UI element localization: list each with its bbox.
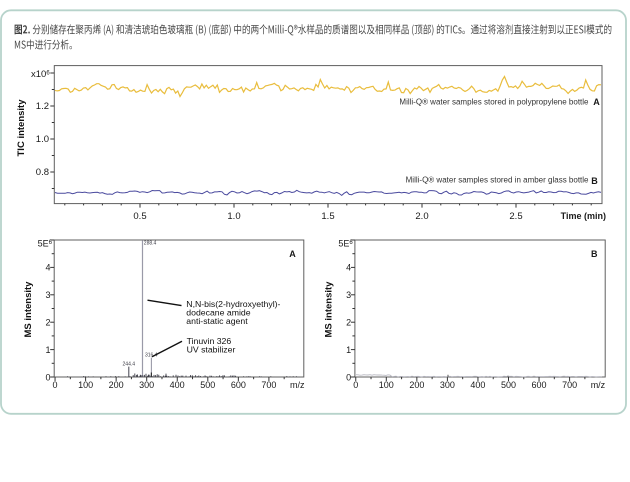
svg-text:244.4: 244.4 [123, 361, 136, 367]
svg-text:0: 0 [346, 372, 351, 382]
svg-text:MS intensity: MS intensity [23, 281, 34, 338]
svg-text:2: 2 [346, 318, 351, 328]
svg-text:0.5: 0.5 [133, 211, 146, 222]
svg-text:1: 1 [346, 345, 351, 355]
svg-text:1.0: 1.0 [227, 211, 240, 222]
svg-text:N,N-bis(2-hydroxyethyl)-: N,N-bis(2-hydroxyethyl)- [186, 299, 280, 309]
svg-text:3: 3 [346, 290, 351, 300]
svg-text:MS intensity: MS intensity [324, 281, 335, 338]
svg-text:0: 0 [45, 372, 50, 382]
svg-text:700: 700 [562, 380, 577, 390]
svg-text:0: 0 [52, 380, 57, 390]
svg-text:400: 400 [170, 380, 185, 390]
svg-text:TIC intensity: TIC intensity [16, 99, 27, 157]
svg-text:3: 3 [45, 290, 50, 300]
svg-text:Milli-Q® water samples stored: Milli-Q® water samples stored in polypro… [399, 97, 589, 106]
svg-text:700: 700 [261, 380, 276, 390]
svg-text:m/z: m/z [591, 380, 606, 390]
svg-text:anti-static agent: anti-static agent [186, 316, 248, 326]
svg-text:100: 100 [78, 380, 93, 390]
svg-text:400: 400 [470, 380, 485, 390]
svg-text:316.4: 316.4 [145, 352, 158, 358]
svg-text:A: A [289, 249, 296, 259]
svg-text:1.5: 1.5 [321, 211, 334, 222]
svg-text:100: 100 [379, 380, 394, 390]
svg-text:2.5: 2.5 [509, 211, 522, 222]
svg-text:1: 1 [45, 345, 50, 355]
svg-text:500: 500 [200, 380, 215, 390]
svg-text:B: B [591, 176, 598, 186]
svg-text:600: 600 [531, 380, 546, 390]
svg-text:0: 0 [353, 380, 358, 390]
svg-text:600: 600 [231, 380, 246, 390]
svg-text:x106: x106 [31, 69, 50, 80]
svg-text:Time (min): Time (min) [561, 211, 606, 221]
svg-text:500: 500 [501, 380, 516, 390]
svg-text:1.0: 1.0 [36, 134, 49, 145]
svg-text:UV stabilizer: UV stabilizer [187, 345, 236, 355]
svg-text:4: 4 [346, 263, 351, 273]
svg-text:5E6: 5E6 [38, 238, 53, 248]
svg-text:2: 2 [45, 318, 50, 328]
svg-text:0.8: 0.8 [36, 167, 49, 178]
svg-text:Tinuvin 326: Tinuvin 326 [187, 336, 232, 346]
svg-text:2.0: 2.0 [415, 211, 428, 222]
svg-text:200: 200 [109, 380, 124, 390]
svg-text:5E6: 5E6 [338, 238, 353, 248]
svg-text:Milli-Q® water samples stored: Milli-Q® water samples stored in amber g… [406, 175, 589, 184]
svg-text:B: B [591, 249, 598, 259]
svg-text:288.4: 288.4 [144, 241, 157, 247]
svg-text:300: 300 [139, 380, 154, 390]
svg-text:dodecane amide: dodecane amide [186, 308, 250, 318]
svg-text:4: 4 [45, 263, 50, 273]
svg-text:300: 300 [440, 380, 455, 390]
svg-text:m/z: m/z [290, 380, 305, 390]
svg-text:A: A [593, 97, 600, 107]
svg-text:1.2: 1.2 [36, 101, 49, 112]
svg-text:200: 200 [409, 380, 424, 390]
